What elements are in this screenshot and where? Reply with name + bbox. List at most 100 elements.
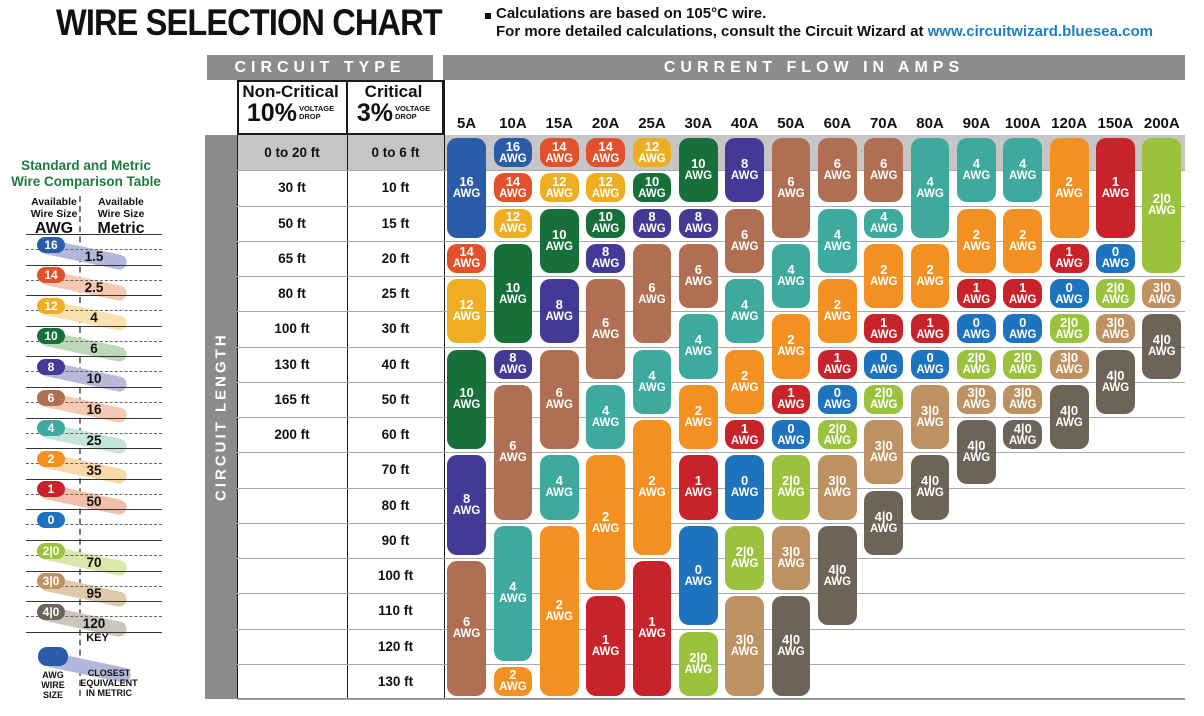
grid-row-line [237, 522, 1185, 524]
comparison-metric-16: 16 [86, 402, 102, 417]
awg-pill-50A-300: 3|0 AWG [771, 525, 811, 591]
comparison-pill-1: 1 [37, 481, 65, 498]
grid-row-line [237, 381, 1185, 383]
awg-pill-50A-200: 2|0 AWG [771, 455, 811, 520]
awg-pill-80A-2: 2 AWG [910, 243, 950, 309]
awg-pill-70A-2: 2 AWG [864, 243, 904, 309]
critical-label: Critical [364, 82, 423, 101]
comparison-metric-1.5: 1.5 [84, 249, 104, 264]
awg-pill-10A-6: 6 AWG [493, 384, 533, 520]
awg-pill-100A-2: 2 AWG [1003, 208, 1043, 273]
awg-pill-60A-300: 3|0 AWG [818, 455, 857, 520]
awg-pill-150A-0: 0 AWG [1096, 243, 1135, 273]
circuit-wizard-link[interactable]: www.circuitwizard.bluesea.com [927, 23, 1153, 40]
awg-pill-30A-8: 8 AWG [678, 208, 718, 238]
row-label-noncritical: 200 ft [274, 427, 310, 443]
awg-pill-70A-1: 1 AWG [864, 314, 904, 344]
awg-pill-120A-200: 2|0 AWG [1049, 314, 1089, 344]
comparison-row-dashed [26, 279, 162, 281]
awg-pill-40A-200: 2|0 AWG [725, 525, 765, 591]
awg-pill-200A-200: 2|0 AWG [1142, 138, 1182, 273]
row-label-critical: 60 ft [381, 427, 410, 443]
amp-column-label: 10A [499, 115, 527, 132]
amp-column-label: 150A [1097, 115, 1134, 132]
row-label-critical: 20 ft [381, 250, 410, 266]
awg-pill-70A-6: 6 AWG [864, 138, 904, 203]
awg-pill-90A-0: 0 AWG [957, 314, 996, 344]
awg-pill-20A-10: 10 AWG [586, 208, 625, 238]
comparison-row-line [26, 234, 162, 235]
awg-pill-120A-1: 1 AWG [1049, 243, 1089, 273]
comparison-pill-6: 6 [37, 389, 65, 406]
comparison-metric-10: 10 [86, 371, 102, 387]
amp-column-label: 30A [684, 115, 713, 132]
amp-column-label: 80A [916, 115, 944, 132]
row-label-noncritical: 130 ft [274, 356, 310, 372]
awg-pill-120A-300: 3|0 AWG [1049, 349, 1089, 379]
comparison-pill-300: 3|0 [37, 573, 65, 590]
awg-pill-15A-6: 6 AWG [539, 349, 579, 450]
table-bottom-border [205, 698, 1185, 699]
awg-pill-80A-4: 4 AWG [910, 138, 950, 238]
label-column-border [444, 80, 445, 699]
comparison-metric-70: 70 [86, 555, 102, 570]
awg-pill-20A-1: 1 AWG [586, 596, 625, 696]
awg-pill-10A-16: 16 AWG [493, 138, 533, 168]
non-critical-percent: 10% [246, 99, 297, 127]
awg-pill-30A-4: 4 AWG [678, 314, 718, 379]
awg-pill-25A-4: 4 AWG [632, 349, 672, 414]
comparison-pill-16: 16 [37, 236, 65, 253]
comparison-pill-2: 2 [37, 450, 65, 467]
comparison-row-line [26, 509, 162, 511]
note-line-1: Calculations are based on 105°C wire. [496, 5, 767, 22]
awg-pill-30A-10: 10 AWG [678, 138, 718, 203]
comparison-row-dashed [26, 371, 162, 373]
comparison-metric-35: 35 [86, 463, 102, 479]
row-label-critical: 15 ft [381, 215, 410, 231]
awg-pill-5A-6: 6 AWG [447, 561, 486, 696]
awg-pill-120A-0: 0 AWG [1049, 279, 1089, 309]
awg-pill-20A-12: 12 AWG [586, 173, 625, 203]
awg-pill-10A-10: 10 AWG [493, 243, 533, 344]
awg-pill-25A-8: 8 AWG [632, 208, 672, 238]
key-band-caption: CLOSEST EQUIVALENT IN METRIC [80, 668, 138, 698]
comparison-awg-header: Available Wire Size AWG [30, 196, 78, 237]
awg-pill-40A-1: 1 AWG [725, 420, 765, 450]
awg-pill-25A-2: 2 AWG [632, 420, 672, 555]
awg-pill-70A-4: 4 AWG [864, 208, 904, 238]
row-label-critical: 100 ft [377, 568, 414, 584]
awg-pill-30A-200: 2|0 AWG [678, 631, 718, 696]
awg-pill-25A-6: 6 AWG [632, 243, 672, 344]
amp-column-label: 20A [591, 115, 620, 132]
non-critical-label: Non-Critical [242, 82, 339, 101]
awg-pill-120A-2: 2 AWG [1049, 138, 1089, 238]
row-label-critical: 110 ft [378, 603, 413, 619]
row-label-noncritical: 165 ft [274, 391, 310, 407]
awg-pill-10A-4: 4 AWG [493, 525, 533, 661]
amp-column-label: 15A [545, 115, 574, 132]
awg-pill-20A-8: 8 AWG [586, 243, 625, 273]
awg-pill-25A-10: 10 AWG [632, 173, 672, 203]
grid-row-line [237, 628, 1185, 630]
note-line-2-text: For more detailed calculations, consult … [496, 23, 928, 40]
awg-pill-120A-400: 4|0 AWG [1049, 384, 1089, 450]
awg-pill-90A-300: 3|0 AWG [957, 384, 996, 414]
awg-pill-5A-12: 12 AWG [447, 279, 486, 344]
critical-header: Critical 3% VOLTAGE DROP [342, 82, 445, 133]
awg-pill-200A-400: 4|0 AWG [1142, 314, 1182, 379]
non-critical-voltage-drop: VOLTAGE DROP [298, 104, 335, 121]
awg-pill-15A-4: 4 AWG [539, 455, 579, 520]
comparison-row-dashed [26, 249, 162, 250]
comparison-divider-dashed [79, 196, 81, 696]
note-line-2: For more detailed calculations, consult … [496, 23, 1153, 40]
row-label-critical: 50 ft [381, 391, 410, 407]
comparison-metric-25: 25 [86, 432, 102, 448]
awg-pill-30A-0: 0 AWG [678, 525, 718, 626]
row-label-noncritical: 80 ft [278, 286, 306, 302]
row-label-critical: 40 ft [381, 356, 410, 372]
awg-pill-25A-12: 12 AWG [632, 138, 672, 168]
comparison-row-dashed [26, 493, 162, 495]
amp-column-label: 120A [1051, 115, 1088, 132]
awg-pill-5A-10: 10 AWG [447, 349, 486, 450]
